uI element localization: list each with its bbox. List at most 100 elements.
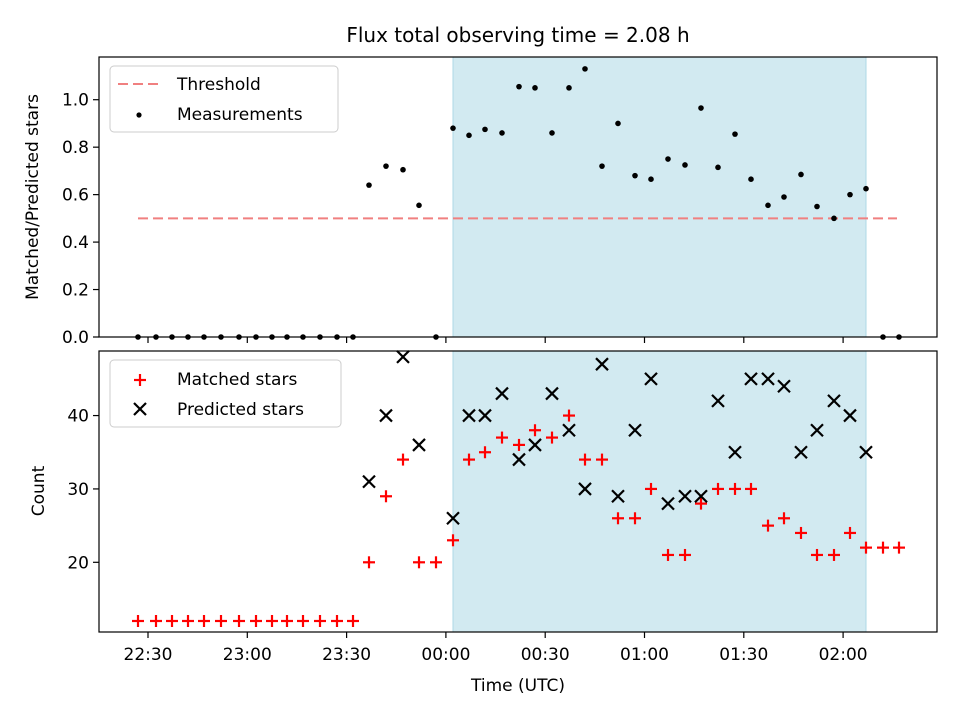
bottom-panel: 20 30 40 22:30 23:00 23:30 00:00 00:30 01:00 01:… [29, 350, 938, 696]
matched-star-point [198, 614, 210, 627]
predicted-star-point [362, 474, 376, 489]
matched-star-point [430, 556, 442, 569]
predicted-star-point [794, 445, 808, 460]
top-highlight-span [452, 56, 867, 338]
measurement-point [582, 66, 588, 72]
top-y-axis-label: Matched/Predicted stars [23, 94, 43, 300]
top-y-tick-label: 0.4 [62, 233, 89, 253]
measurement-point [863, 185, 869, 192]
measurements-legend-swatch [136, 112, 142, 118]
matched-star-point [363, 556, 375, 569]
predicted-star-point [396, 350, 410, 364]
predicted-star-point [678, 489, 692, 504]
matched-star-point [546, 431, 558, 444]
predicted-star-point [728, 445, 742, 460]
top-axes-frame [98, 56, 938, 338]
predicted-star-point [661, 496, 675, 511]
bottom-y-axis-label: Count [29, 465, 49, 516]
predicted-star-point [761, 372, 775, 386]
measurement-point [715, 164, 721, 171]
top-legend-box [109, 65, 339, 133]
measurement-point [648, 176, 654, 183]
predicted-star-point [694, 489, 708, 504]
measurement-point [482, 126, 488, 133]
bottom-y-tick-label: 40 [67, 407, 89, 427]
predicted-star-point [711, 394, 725, 408]
top-y-ticks: 0.0 0.2 0.4 0.6 0.8 1.0 [62, 91, 99, 348]
measurement-point [400, 166, 406, 173]
measurement-point [532, 85, 538, 91]
matched-star-point [877, 541, 889, 554]
matched-star-point [281, 614, 293, 627]
matched-star-point [811, 548, 823, 561]
matched-legend-label: Matched stars [177, 370, 297, 390]
matched-star-point [844, 526, 856, 539]
top-y-tick-label: 0.0 [62, 328, 89, 348]
measurement-point [516, 83, 522, 90]
predicted-stars-points [362, 350, 873, 526]
matched-star-point [778, 512, 790, 525]
threshold-legend-label: Threshold [176, 75, 261, 95]
matched-star-point [529, 424, 541, 437]
matched-star-point [215, 614, 227, 627]
matched-star-point [331, 614, 343, 627]
matched-star-point [729, 482, 741, 495]
predicted-star-point [644, 372, 658, 386]
top-y-tick-label: 0.6 [62, 186, 89, 206]
predicted-star-point [446, 511, 460, 526]
matched-star-point [745, 482, 757, 495]
predicted-legend-swatch [133, 402, 147, 416]
matched-star-point [496, 431, 508, 444]
matched-star-point [447, 534, 459, 547]
matched-star-point [479, 446, 491, 459]
predicted-star-point [379, 408, 393, 423]
matched-star-point [347, 614, 359, 627]
measurement-point [450, 125, 456, 131]
measurement-point [814, 203, 820, 210]
predicted-star-point [478, 408, 492, 423]
measurement-point [416, 202, 422, 209]
matched-star-point [380, 490, 392, 503]
measurement-point [466, 132, 472, 139]
measurement-point [665, 156, 671, 162]
matched-star-point [662, 548, 674, 561]
predicted-star-point [628, 423, 642, 438]
predicted-star-point [412, 438, 426, 452]
predicted-star-point [611, 489, 625, 504]
measurement-point [798, 171, 804, 178]
measurement-point [847, 191, 853, 198]
predicted-star-point [545, 386, 559, 401]
measurement-point [383, 163, 389, 169]
measurement-point [748, 176, 754, 183]
matched-star-point [513, 438, 525, 451]
bottom-y-ticks: 20 30 40 [67, 407, 99, 573]
matched-star-point [762, 519, 774, 532]
top-y-tick-label: 1.0 [62, 91, 89, 111]
bottom-y-tick-label: 20 [67, 553, 89, 573]
bottom-highlight-span [452, 350, 867, 633]
matched-star-point [266, 614, 278, 627]
matched-star-point [463, 453, 475, 466]
predicted-star-point [528, 438, 542, 452]
predicted-star-point [777, 379, 791, 393]
measurement-point [831, 215, 837, 222]
matched-star-point [860, 541, 872, 554]
predicted-star-point [859, 445, 873, 460]
measurement-point [615, 120, 621, 127]
matched-star-point [132, 614, 144, 627]
top-y-tick-label: 0.8 [62, 138, 89, 158]
matched-star-point [645, 482, 657, 495]
matched-star-point [893, 541, 905, 554]
matched-star-point [612, 512, 624, 525]
top-legend: Threshold Measurements [109, 65, 339, 133]
predicted-star-point [744, 372, 758, 386]
x-tick-label: 23:00 [223, 645, 272, 665]
matched-stars-points [132, 409, 905, 627]
top-y-tick-label: 0.2 [62, 281, 89, 301]
measurement-point [599, 163, 605, 169]
measurement-point [698, 105, 704, 111]
measurement-point [632, 172, 638, 179]
matched-star-point [150, 614, 162, 627]
predicted-star-point [595, 357, 609, 371]
